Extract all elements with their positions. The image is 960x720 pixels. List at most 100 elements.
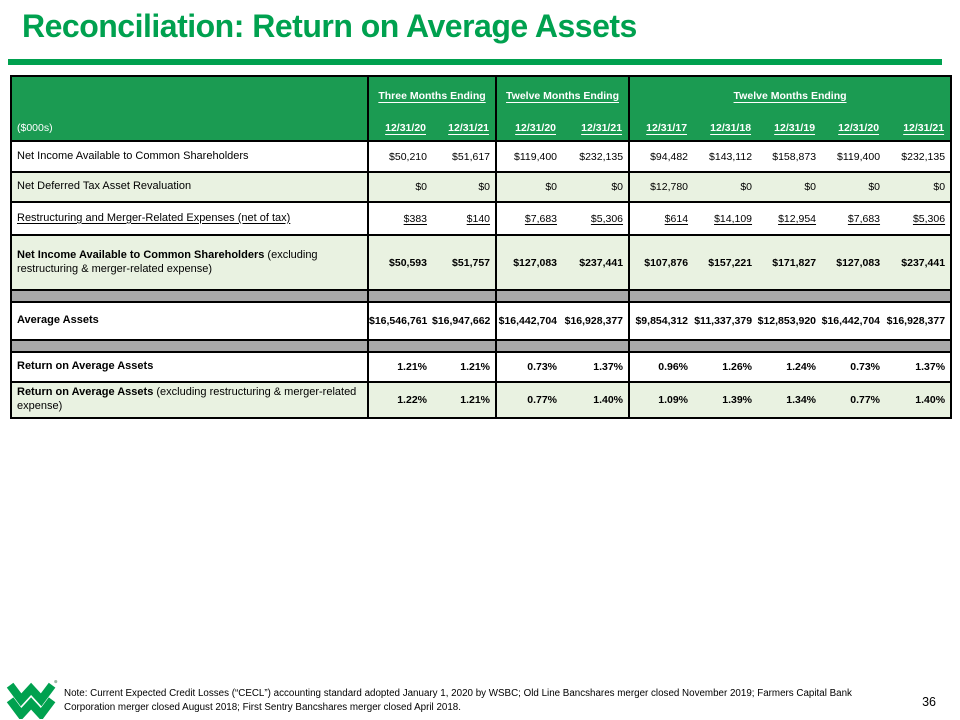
value-cell: $140 (432, 201, 497, 235)
value-cell: $0 (821, 171, 886, 202)
value-cell: $94,482 (628, 140, 694, 172)
value-cell: $119,400 (495, 140, 563, 172)
reconciliation-table: ($000s) Three Months Ending Twelve Months … (10, 75, 953, 419)
row-label: Return on Average Assets (excluding rest… (11, 381, 368, 418)
spacer-cell (693, 289, 758, 302)
value-cell: $0 (885, 171, 952, 202)
title-divider (8, 59, 942, 65)
value-cell: $14,109 (693, 201, 758, 235)
value-cell: $127,083 (821, 234, 886, 290)
spacer-cell (432, 289, 497, 302)
value-cell: 1.22% (367, 381, 432, 418)
spacer-cell (495, 289, 563, 302)
table-row: Net Deferred Tax Asset Revaluation $0 $0 $0… (11, 171, 952, 202)
column-group-header: Three Months Ending (366, 76, 497, 114)
spacer-row (11, 339, 952, 352)
value-cell: 1.34% (757, 381, 822, 418)
value-cell: 1.37% (885, 351, 952, 382)
value-cell: 1.40% (562, 381, 630, 418)
value-cell: $9,854,312 (628, 301, 694, 340)
column-group-header: Twelve Months Ending (495, 76, 630, 114)
spacer-row (11, 289, 952, 302)
spacer-cell (11, 289, 368, 302)
value-cell: 0.77% (495, 381, 563, 418)
page-number: 36 (922, 695, 936, 709)
column-header: 12/31/19 (757, 114, 822, 141)
row-label: Average Assets (11, 301, 368, 340)
value-cell: $51,757 (432, 234, 497, 290)
value-cell: $16,546,761 (367, 301, 432, 340)
value-cell: $11,337,379 (693, 301, 758, 340)
spacer-cell (367, 339, 432, 352)
value-cell: $232,135 (885, 140, 952, 172)
column-header: 12/31/17 (628, 114, 694, 141)
value-cell: 1.39% (693, 381, 758, 418)
value-cell: 1.09% (628, 381, 694, 418)
spacer-cell (757, 339, 822, 352)
value-cell: $0 (432, 171, 497, 202)
value-cell: $50,210 (367, 140, 432, 172)
value-cell: $16,442,704 (495, 301, 563, 340)
page-title: Reconciliation: Return on Average Assets (22, 8, 637, 44)
table-row: Restructuring and Merger-Related Expense… (11, 201, 952, 235)
value-cell: $0 (757, 171, 822, 202)
table-row: Return on Average Assets (excluding rest… (11, 381, 952, 418)
value-cell: $157,221 (693, 234, 758, 290)
spacer-cell (628, 339, 694, 352)
spacer-cell (821, 289, 886, 302)
value-cell: $16,928,377 (885, 301, 952, 340)
value-cell: $383 (367, 201, 432, 235)
spacer-cell (757, 289, 822, 302)
spacer-cell (562, 289, 630, 302)
spacer-cell (821, 339, 886, 352)
row-label: Return on Average Assets (11, 351, 368, 382)
value-cell: 1.37% (562, 351, 630, 382)
wesbanco-w-logo-icon (5, 677, 59, 720)
value-cell: $16,928,377 (562, 301, 630, 340)
value-cell: 1.26% (693, 351, 758, 382)
value-cell: $171,827 (757, 234, 822, 290)
table-row: Net Income Available to Common Sharehold… (11, 140, 952, 172)
value-cell: 1.21% (432, 351, 497, 382)
value-cell: $237,441 (885, 234, 952, 290)
footnote-text: Note: Current Expected Credit Losses (“C… (64, 688, 852, 713)
row-label: Restructuring and Merger-Related Expense… (11, 201, 368, 235)
value-cell: 0.73% (821, 351, 886, 382)
spacer-cell (367, 289, 432, 302)
value-cell: $12,780 (628, 171, 694, 202)
column-header: 12/31/21 (885, 114, 952, 141)
value-cell: $232,135 (562, 140, 630, 172)
value-cell: 0.96% (628, 351, 694, 382)
value-cell: 1.21% (367, 351, 432, 382)
column-header: 12/31/20 (495, 114, 563, 141)
spacer-cell (562, 339, 630, 352)
value-cell: $107,876 (628, 234, 694, 290)
spacer-cell (432, 339, 497, 352)
column-header: 12/31/21 (562, 114, 630, 141)
value-cell: 1.21% (432, 381, 497, 418)
value-cell: $0 (495, 171, 563, 202)
value-cell: $0 (562, 171, 630, 202)
reconciliation-table-container: ($000s) Three Months Ending Twelve Months … (10, 75, 953, 419)
table-row: Net Income Available to Common Sharehold… (11, 234, 952, 290)
table-row: Average Assets $16,546,761 $16,947,662 $16,… (11, 301, 952, 340)
value-cell: $158,873 (757, 140, 822, 172)
value-cell: $16,947,662 (432, 301, 497, 340)
spacer-cell (885, 339, 952, 352)
column-header: 12/31/20 (821, 114, 886, 141)
column-header: 12/31/20 (367, 114, 432, 141)
row-label: Net Income Available to Common Sharehold… (11, 234, 368, 290)
value-cell: $7,683 (821, 201, 886, 235)
value-cell: $50,593 (367, 234, 432, 290)
table-row: Return on Average Assets 1.21% 1.21% 0.73% 1… (11, 351, 952, 382)
row-label: Net Income Available to Common Sharehold… (11, 140, 368, 172)
value-cell: $7,683 (495, 201, 563, 235)
column-header: 12/31/18 (693, 114, 758, 141)
spacer-cell (495, 339, 563, 352)
units-label: ($000s) (11, 76, 368, 141)
value-cell: $237,441 (562, 234, 630, 290)
value-cell: $16,442,704 (821, 301, 886, 340)
value-cell: $0 (693, 171, 758, 202)
value-cell: $51,617 (432, 140, 497, 172)
